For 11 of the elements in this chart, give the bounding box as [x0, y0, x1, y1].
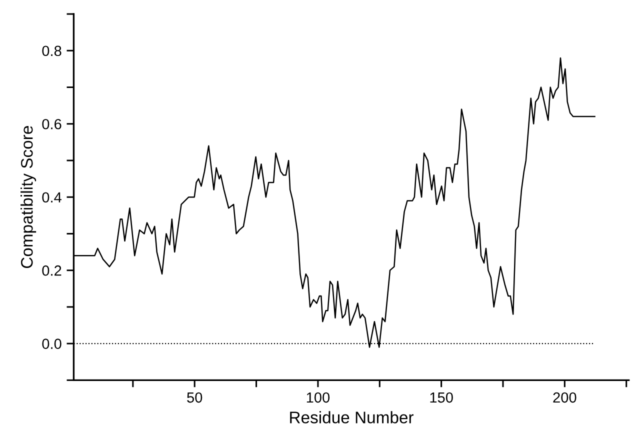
x-tick-label: 200: [553, 392, 576, 403]
x-tick-label: 50: [187, 392, 202, 403]
y-tick-label: 0.4: [42, 192, 62, 203]
x-tick-label: 100: [306, 392, 330, 403]
y-tick-label: 0.0: [42, 338, 62, 349]
y-axis-title: Compatibility Score: [20, 126, 36, 268]
y-tick-label: 0.8: [42, 46, 62, 56]
y-tick-label: 0.6: [42, 118, 62, 130]
x-axis-title: Residue Number: [290, 411, 414, 424]
x-tick-label: 150: [430, 392, 453, 403]
y-tick-label: 0.2: [42, 265, 62, 276]
